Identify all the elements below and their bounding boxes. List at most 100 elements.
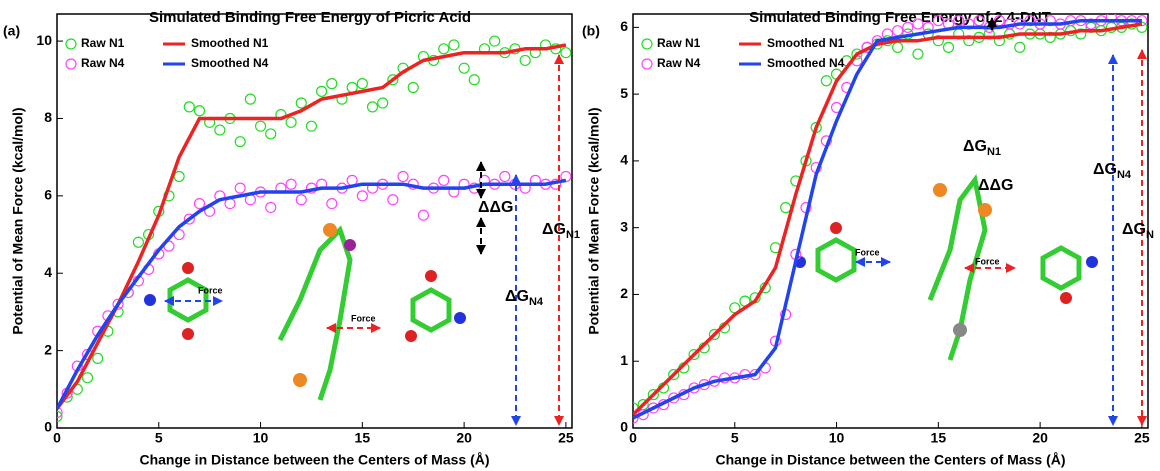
x-tick-label: 25 (558, 430, 574, 446)
x-tick-label: 15 (355, 430, 371, 446)
raw-point (893, 26, 903, 36)
panel-label: (a) (3, 23, 20, 39)
raw-point (296, 195, 306, 205)
raw-point (245, 94, 255, 104)
raw-point (378, 98, 388, 108)
raw-point (1015, 42, 1025, 52)
raw-point (266, 202, 276, 212)
figure: (a)Simulated Binding Free Energy of Picr… (0, 0, 1160, 471)
y-tick-label: 6 (620, 18, 628, 34)
legend-label: Smoothed N1 (191, 36, 269, 50)
raw-point (286, 117, 296, 127)
raw-point (561, 48, 571, 58)
raw-point (500, 172, 510, 182)
annotation: Force (351, 313, 376, 323)
raw-point (184, 102, 194, 112)
y-tick-label: 4 (620, 152, 628, 168)
raw-point (944, 42, 954, 52)
raw-point (286, 179, 296, 189)
annotation: ΔGN4 (505, 288, 544, 308)
raw-point (327, 199, 337, 209)
raw-point (821, 76, 831, 86)
legend-label: Raw N4 (81, 56, 125, 70)
y-tick-label: 8 (44, 109, 52, 125)
raw-point (439, 44, 449, 54)
legend-label: Smoothed N1 (767, 36, 845, 50)
annotation: ΔGN1 (542, 221, 580, 241)
raw-point (449, 40, 459, 50)
raw-point (194, 199, 204, 209)
annotation-subscript: N1 (987, 146, 1001, 158)
annotation: ΔGN (1122, 221, 1154, 241)
annotation: Force (198, 285, 223, 295)
raw-point (256, 121, 266, 131)
y-tick-label: 10 (36, 32, 52, 48)
raw-point (398, 172, 408, 182)
annotation: Force (975, 256, 1000, 266)
panel: (a)Simulated Binding Free Energy of Picr… (3, 9, 580, 468)
annotation: ΔGN4 (1093, 161, 1132, 181)
x-tick-label: 20 (1032, 430, 1048, 446)
smoothed-line (633, 21, 1142, 418)
raw-point (235, 137, 245, 147)
annotation: ΔΔG (978, 177, 1013, 194)
legend-label: Raw N4 (657, 56, 701, 70)
raw-point (913, 49, 923, 59)
legend-swatch (642, 39, 652, 49)
y-tick-label: 2 (620, 285, 628, 301)
y-tick-label: 0 (44, 419, 52, 435)
y-tick-label: 5 (620, 85, 628, 101)
raw-point (93, 353, 103, 363)
raw-point (266, 129, 276, 139)
legend-label: Raw N1 (81, 36, 125, 50)
y-tick-label: 4 (44, 264, 52, 280)
raw-point (893, 42, 903, 52)
x-tick-label: 0 (53, 430, 61, 446)
raw-point (368, 102, 378, 112)
plot-frame (57, 14, 572, 428)
y-axis-label: Potential of Mean Force (kcal/mol) (10, 107, 26, 334)
raw-point (327, 79, 337, 89)
raw-point (215, 125, 225, 135)
chart-title: Simulated Binding Free Energy of 2,4-DNT (749, 9, 1051, 26)
annotation: ΔGN1 (963, 138, 1001, 158)
raw-point (194, 106, 204, 116)
raw-point (408, 83, 418, 93)
raw-point (388, 195, 398, 205)
raw-point (296, 98, 306, 108)
legend-swatch (642, 59, 652, 69)
raw-point (317, 86, 327, 96)
plot-frame (633, 14, 1148, 428)
raw-point (174, 172, 184, 182)
x-tick-label: 5 (731, 430, 739, 446)
annotation-subscript: N1 (566, 229, 580, 241)
y-tick-label: 0 (620, 419, 628, 435)
x-tick-label: 10 (829, 430, 845, 446)
plot-area (52, 36, 571, 421)
raw-point (781, 203, 791, 213)
y-tick-label: 6 (44, 187, 52, 203)
x-tick-label: 20 (456, 430, 472, 446)
x-tick-label: 0 (629, 430, 637, 446)
annotation-subscript: N4 (1117, 169, 1132, 181)
annotation: ΔΔG (478, 199, 513, 216)
legend-swatch (66, 59, 76, 69)
legend-label: Raw N1 (657, 36, 701, 50)
raw-point (418, 210, 428, 220)
x-tick-label: 15 (931, 430, 947, 446)
panel-label: (b) (582, 23, 600, 39)
raw-point (357, 79, 367, 89)
raw-point (520, 55, 530, 65)
raw-point (469, 75, 479, 85)
annotation: Force (855, 247, 880, 257)
x-axis-label: Change in Distance between the Centers o… (715, 452, 1065, 468)
raw-point (306, 121, 316, 131)
raw-point (83, 373, 93, 383)
y-tick-label: 2 (44, 341, 52, 357)
raw-point (490, 36, 500, 46)
panel: (b) Simulated Binding Free Energy of 2,4-… (582, 9, 1154, 468)
x-axis-label: Change in Distance between the Centers o… (139, 452, 489, 468)
legend-label: Smoothed N4 (767, 56, 845, 70)
x-tick-label: 10 (253, 430, 269, 446)
y-tick-label: 3 (620, 218, 628, 234)
